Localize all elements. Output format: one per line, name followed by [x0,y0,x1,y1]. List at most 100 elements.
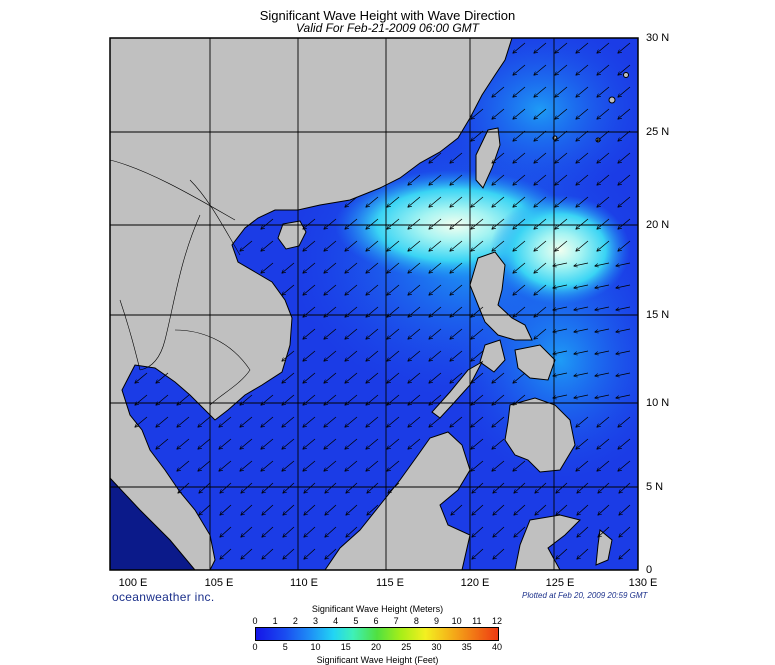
wave-arrow [303,460,316,471]
wave-arrow [597,438,610,449]
wave-arrow [408,350,421,361]
wave-arrow [471,306,484,317]
wave-arrow [219,416,232,427]
wave-arrow [367,504,379,515]
wave-arrow [553,306,568,310]
wave-arrow [429,394,442,405]
wave-arrow [553,394,568,398]
wave-arrow [366,438,379,449]
wave-arrow [555,218,568,229]
wave-arrow [577,526,589,537]
wave-arrow [429,416,442,427]
wave-arrow [282,416,295,427]
wave-arrow [324,350,337,361]
wave-arrow [472,504,484,515]
wave-arrow [408,416,421,427]
wave-arrow [576,218,589,229]
wave-arrow [261,416,274,427]
wave-height-colorbar [255,627,499,641]
wave-arrow [595,394,610,398]
lon-label: 120 E [460,577,490,589]
wave-arrow [492,372,505,383]
wave-arrow [303,328,316,339]
wave-arrow [619,526,631,537]
wave-arrow [534,240,547,251]
wave-arrow [450,416,463,427]
wave-arrow [219,460,232,471]
wave-arrow [492,152,505,163]
wave-arrow [303,218,316,229]
wave-arrow [597,240,610,251]
lon-label: 125 E [545,577,575,589]
wave-arrow [325,548,337,559]
wave-arrow [324,262,337,273]
wave-arrow [429,350,442,361]
wave-arrow [241,548,253,559]
wave-arrow [283,548,295,559]
wave-arrow [618,240,631,251]
wave-arrow [618,42,631,53]
wave-arrow [156,394,169,405]
wave-arrow [304,504,316,515]
lat-label: 15 N [646,309,670,321]
wave-arrow [576,64,589,75]
wave-arrow [324,328,337,339]
wave-arrow [492,438,505,449]
wave-arrow [574,328,589,332]
wave-arrow [324,416,337,427]
hainan [277,220,307,250]
wave-arrow [597,174,610,185]
wave-arrow [199,482,211,493]
wave-arrow [513,174,526,185]
meter-tick: 12 [491,616,502,626]
wave-arrow [262,482,274,493]
wave-arrow [555,240,568,251]
wave-arrow [387,218,400,229]
wave-arrow [345,196,358,207]
wave-arrow [429,240,442,251]
wave-arrow [471,350,484,361]
wave-arrow [261,262,274,273]
wave-arrow [597,152,610,163]
wave-arrow [408,372,421,383]
wave-arrow [345,416,358,427]
wave-arrow [534,328,547,339]
wave-arrow [450,328,463,339]
wave-arrow [471,218,484,229]
land-mass [110,38,629,570]
wave-arrow [346,482,358,493]
wave-arrow [556,482,568,493]
wave-arrow [325,504,337,515]
wave-arrow [555,42,568,53]
wave-arrow [513,42,526,53]
wave-arrow [576,152,589,163]
wave-arrow [262,504,274,515]
meter-tick: 5 [353,616,359,626]
meter-tick: 11 [472,616,482,626]
wave-arrow [534,262,547,273]
wave-arrow [366,262,379,273]
wave-arrow [387,416,400,427]
wave-arrow [618,152,631,163]
wave-arrow [282,438,295,449]
wave-arrow [618,438,631,449]
wave-arrow [513,130,526,141]
wave-arrow [346,526,358,537]
wave-arrow [534,108,547,119]
wave-arrow [576,174,589,185]
wave-arrow [553,350,568,354]
wave-arrow [619,504,631,515]
wave-arrow [324,218,337,229]
wave-arrow [240,240,253,251]
wave-arrow [303,306,316,317]
feet-tick: 40 [491,642,502,652]
plotted-timestamp: Plotted at Feb 20, 2009 20:59 GMT [522,591,648,600]
meter-tick: 4 [333,616,339,626]
meter-tick: 3 [312,616,318,626]
wave-arrow [555,64,568,75]
lat-label: 30 N [646,32,670,44]
wave-arrow [387,438,400,449]
wave-arrow [576,108,589,119]
wave-arrow [597,416,610,427]
wave-arrow [241,526,253,537]
